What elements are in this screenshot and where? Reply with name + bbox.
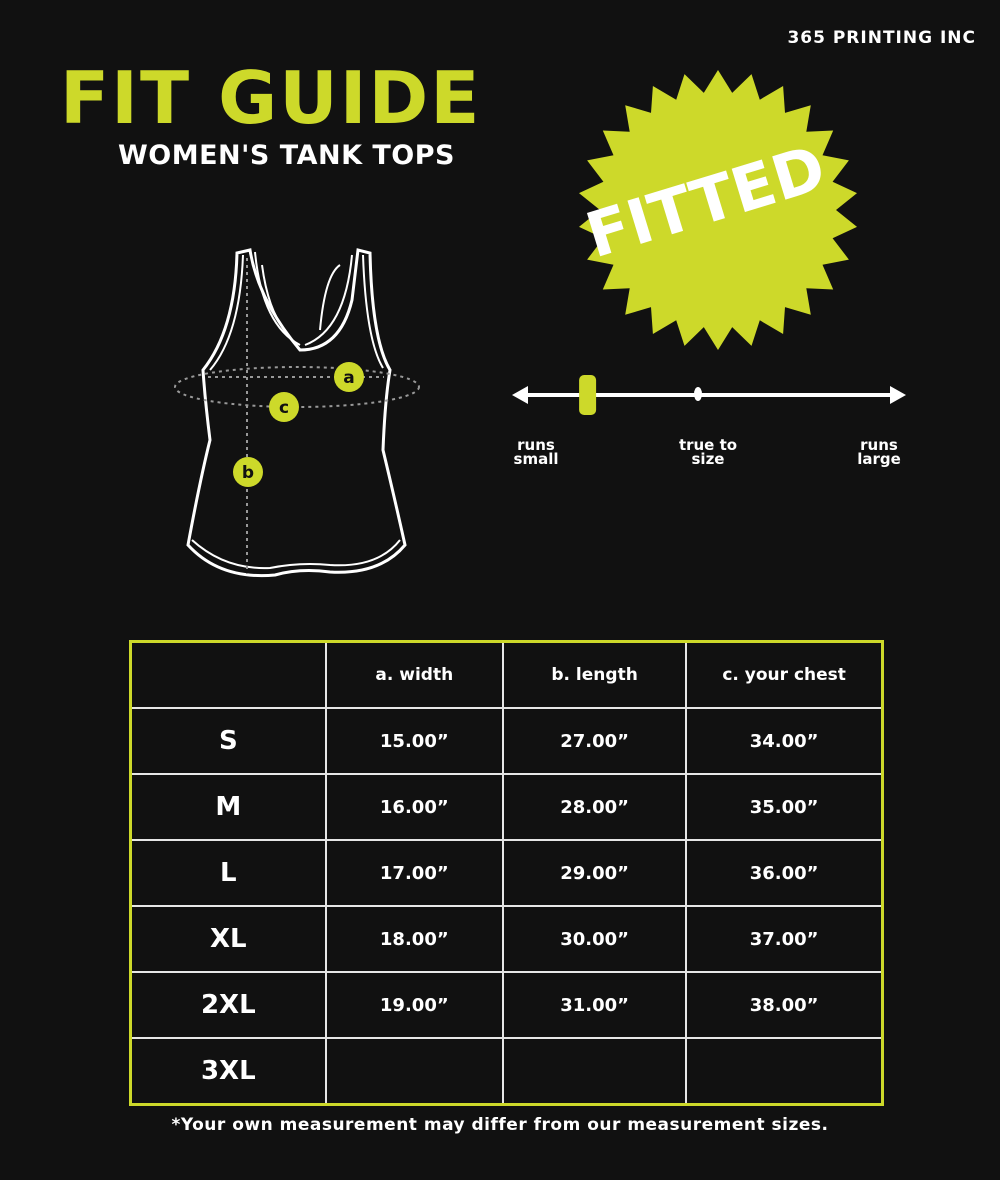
label-c: c xyxy=(279,398,289,418)
size-cell: 2XL xyxy=(129,971,327,1039)
measurement-cell xyxy=(685,1037,884,1106)
table-header-row: a. width b. length c. your chest xyxy=(129,640,884,709)
fitted-badge-starburst xyxy=(579,70,857,350)
column-header: a. width xyxy=(324,640,504,709)
fit-level-marker xyxy=(579,375,597,415)
measurement-cell xyxy=(501,1037,688,1106)
measurement-cell: 34.00” xyxy=(685,707,884,775)
measurement-cell: 27.00” xyxy=(501,707,688,775)
brand-name: 365 PRINTING INC xyxy=(787,28,976,48)
table-row: S 15.00” 27.00” 34.00” xyxy=(129,707,884,775)
label-a-dot xyxy=(334,362,364,392)
label-b: b xyxy=(242,463,254,483)
measurement-cell: 37.00” xyxy=(685,905,884,973)
scale-label-runs-large: runs large xyxy=(857,436,901,468)
illustrations: FITTED a c b xyxy=(174,70,906,578)
measurement-cell: 17.00” xyxy=(324,839,504,907)
measurement-cell: 30.00” xyxy=(501,905,688,973)
column-header: b. length xyxy=(501,640,688,709)
size-cell: M xyxy=(129,773,327,841)
size-cell: S xyxy=(129,707,327,775)
true-to-size-tick xyxy=(694,387,702,401)
measurement-cell: 35.00” xyxy=(685,773,884,841)
measurement-disclaimer: *Your own measurement may differ from ou… xyxy=(171,1115,829,1135)
measurement-cell: 16.00” xyxy=(324,773,504,841)
scale-label-true-to-size: true to size xyxy=(678,436,738,468)
label-c-dot xyxy=(269,392,299,422)
table-row: L 17.00” 29.00” 36.00” xyxy=(129,839,884,907)
arrow-left-icon xyxy=(512,386,528,404)
scale-label-runs-small: runs small xyxy=(513,436,559,468)
table-row: 2XL 19.00” 31.00” 38.00” xyxy=(129,971,884,1039)
column-header xyxy=(129,640,327,709)
measurement-cell: 19.00” xyxy=(324,971,504,1039)
table-row: XL 18.00” 30.00” 37.00” xyxy=(129,905,884,973)
measurement-cell: 28.00” xyxy=(501,773,688,841)
table-row: 3XL xyxy=(129,1037,884,1106)
size-chart-table: a. width b. length c. your chest S 15.00” 27.… xyxy=(129,640,884,1106)
label-a: a xyxy=(343,368,354,388)
column-header: c. your chest xyxy=(685,640,884,709)
measurement-cell: 38.00” xyxy=(685,971,884,1039)
measurement-cell xyxy=(324,1037,504,1106)
tank-top-diagram xyxy=(186,248,407,578)
measurement-cell: 36.00” xyxy=(685,839,884,907)
table-row: M 16.00” 28.00” 35.00” xyxy=(129,773,884,841)
measurement-cell: 29.00” xyxy=(501,839,688,907)
measurement-cell: 18.00” xyxy=(324,905,504,973)
measurement-cell: 15.00” xyxy=(324,707,504,775)
size-cell: XL xyxy=(129,905,327,973)
page-subtitle: WOMEN'S TANK TOPS xyxy=(118,140,455,171)
size-cell: L xyxy=(129,839,327,907)
size-cell: 3XL xyxy=(129,1037,327,1106)
label-b-dot xyxy=(233,457,263,487)
measurement-cell: 31.00” xyxy=(501,971,688,1039)
page-title: FIT GUIDE xyxy=(60,56,482,140)
arrow-right-icon xyxy=(890,386,906,404)
